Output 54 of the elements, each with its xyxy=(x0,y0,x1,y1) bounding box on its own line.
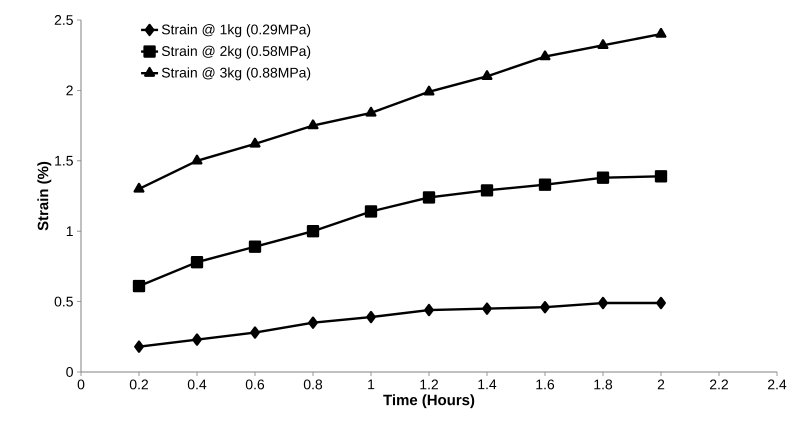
x-tick-label: 1 xyxy=(368,380,374,390)
y-tick-label: 0.5 xyxy=(54,296,73,307)
point xyxy=(308,316,318,329)
y-tick-label: 1 xyxy=(66,226,73,236)
point xyxy=(306,225,320,238)
x-tick-label: 0.6 xyxy=(246,380,264,390)
y-tick-label: 2 xyxy=(66,86,73,96)
x-tick-label: 0.8 xyxy=(304,380,322,390)
point xyxy=(190,256,204,268)
point xyxy=(248,240,262,253)
point xyxy=(482,302,492,315)
point xyxy=(249,138,261,148)
point xyxy=(307,119,319,130)
x-tick-label: 0.2 xyxy=(130,380,148,390)
point xyxy=(539,50,551,60)
point xyxy=(423,86,435,96)
x-tick-label: 0 xyxy=(78,380,84,390)
y-tick-label: 1.5 xyxy=(55,156,73,166)
point xyxy=(656,296,666,310)
y-tick-label: 0 xyxy=(66,367,73,377)
point xyxy=(597,39,609,50)
x-tick-label: 2 xyxy=(658,380,664,390)
point xyxy=(598,296,608,310)
x-tick-label: 1.4 xyxy=(478,380,496,390)
x-tick-label: 1.8 xyxy=(594,380,612,390)
x-tick-label: 0.4 xyxy=(188,380,206,390)
point xyxy=(191,154,203,164)
point xyxy=(538,178,552,191)
point xyxy=(250,326,260,339)
x-tick-label: 2.2 xyxy=(710,380,728,390)
y-tick-label: 2.5 xyxy=(54,15,73,25)
x-tick-label: 1.2 xyxy=(420,380,438,390)
point xyxy=(365,106,377,117)
point xyxy=(540,301,550,314)
point xyxy=(132,280,146,292)
point xyxy=(133,182,145,193)
x-tick-label: 2.4 xyxy=(768,380,786,390)
point xyxy=(134,340,144,353)
legend-label: Strain @ 1kg (0.29MPa) xyxy=(162,24,310,38)
point xyxy=(654,170,668,182)
point xyxy=(596,172,610,184)
x-axis-title: Time (Hours) xyxy=(383,394,474,408)
legend-label: Strain @ 3kg (0.88MPa) xyxy=(162,67,310,80)
point xyxy=(424,304,434,316)
point xyxy=(480,184,494,197)
point xyxy=(481,70,493,80)
legend-label: Strain @ 2kg (0.58MPa) xyxy=(162,46,310,59)
point xyxy=(422,191,436,204)
point xyxy=(192,333,202,346)
point xyxy=(655,28,667,38)
x-tick-label: 1.6 xyxy=(536,380,554,390)
point xyxy=(366,310,376,324)
point xyxy=(364,205,378,218)
y-axis-title: Strain (%) xyxy=(37,162,52,230)
